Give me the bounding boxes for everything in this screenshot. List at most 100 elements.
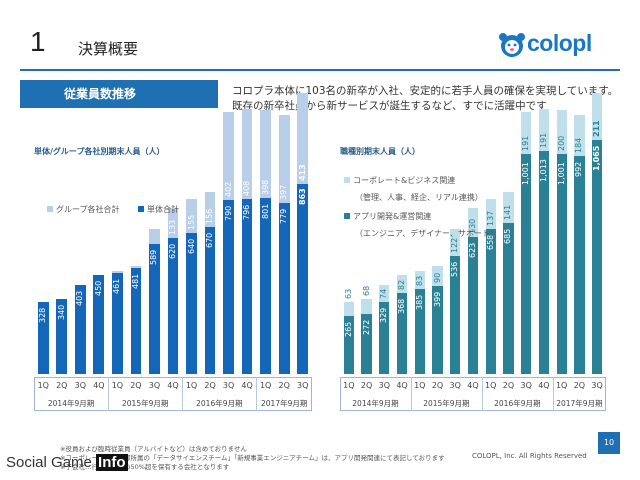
data-label: 790 — [223, 205, 233, 222]
fiscal-year-label: 2015年9月期 — [122, 399, 169, 408]
quarter-label: 3Q — [222, 381, 235, 390]
period-separator — [552, 377, 554, 411]
data-label: 408 — [242, 180, 252, 196]
quarter-label: 1Q — [414, 381, 426, 390]
bar-コーポレート&ビジネス関連 — [538, 109, 550, 152]
bar-グループ各社合計 — [260, 110, 272, 198]
quarter-label: 3Q — [591, 381, 603, 390]
bar-単体合計 — [74, 285, 86, 374]
quarter-label: 4Q — [538, 381, 550, 390]
data-label: 992 — [574, 161, 584, 177]
legend-swatch-single — [138, 206, 144, 212]
data-label: 137 — [485, 210, 495, 227]
data-label: 1,001 — [556, 161, 566, 185]
bar-コーポレート&ビジネス関連 — [467, 208, 479, 237]
bar-グループ各社合計 — [167, 208, 179, 238]
quarter-label: 1Q — [259, 381, 272, 390]
data-label: 155 — [186, 214, 196, 231]
legend-swatch-corporate — [344, 177, 350, 183]
bar-グループ各社合計 — [223, 111, 234, 201]
data-label: 191 — [538, 132, 548, 149]
quarter-label: 3Q — [378, 381, 390, 390]
footnote-1: ※役員および臨時従業員（アルバイトなど）は含めておりません — [60, 445, 247, 453]
footnote-3: ※子会社…行済株式数の50%超を保有する会社となります — [60, 463, 230, 471]
quarter-label: 1Q — [185, 381, 198, 390]
bar-アプリ開発&運営関連 — [343, 315, 354, 374]
data-label: 368 — [397, 298, 407, 315]
bar-アプリ開発&運営関連 — [396, 293, 408, 374]
data-label: 329 — [379, 307, 389, 323]
quarter-label: 1Q — [37, 381, 49, 390]
quarter-label: 2Q — [573, 381, 586, 390]
bar-単体合計 — [278, 202, 290, 374]
legend-label-group: グループ各社合計 — [56, 205, 120, 214]
data-label: 402 — [223, 181, 233, 198]
quarter-label: 1Q — [555, 381, 568, 390]
data-label: 133 — [168, 219, 177, 235]
bar-グループ各社合計 — [297, 93, 309, 185]
data-label: 1,013 — [538, 159, 548, 183]
legend-sub-app: （エンジニア、デザイナー、サポート） — [355, 229, 498, 238]
data-label: 796 — [242, 204, 252, 220]
section-number: 1 — [30, 26, 46, 57]
bar-コーポレート&ビジネス関連 — [414, 271, 425, 290]
logo-bear-icon — [499, 33, 525, 57]
bar-アプリ開発&運営関連 — [521, 153, 532, 374]
bar-グループ各社合計 — [186, 199, 197, 234]
footnote-2: ※コーポレート経営本部所属の「データサイエンスチーム」「新規事業エンジニアチーム… — [60, 454, 445, 462]
bar-単体合計 — [297, 184, 309, 374]
data-label: 670 — [205, 232, 215, 248]
data-label: 122 — [450, 237, 460, 254]
bar-コーポレート&ビジネス関連 — [343, 301, 354, 316]
bar-単体合計 — [149, 244, 160, 374]
bar-コーポレート&ビジネス関連 — [450, 229, 461, 257]
bar-単体合計 — [241, 198, 253, 374]
data-label: 82 — [397, 279, 407, 291]
quarter-label: 2Q — [360, 381, 373, 390]
data-label: 68 — [361, 286, 371, 297]
bar-コーポレート&ビジネス関連 — [521, 111, 532, 154]
legend-label-app: アプリ開発&運営関連 — [353, 212, 432, 221]
data-label: 403 — [75, 291, 85, 307]
bar-グループ各社合計 — [112, 271, 123, 273]
bar-単体合計 — [223, 200, 234, 374]
data-label: 211 — [592, 119, 602, 137]
page-number: 10 — [598, 432, 620, 454]
bar-コーポレート&ビジネス関連 — [379, 285, 390, 302]
fiscal-year-label: 2017年9月期 — [556, 399, 603, 408]
bar-コーポレート&ビジネス関連 — [591, 93, 603, 140]
bar-アプリ開発&運営関連 — [467, 236, 479, 374]
data-label: 450 — [93, 280, 103, 296]
data-label: 863 — [297, 188, 307, 206]
data-label: 385 — [414, 295, 424, 311]
data-label: 156 — [205, 208, 215, 224]
bar-アプリ開発&運営関連 — [556, 153, 567, 374]
bar-アプリ開発&運営関連 — [485, 229, 496, 374]
copyright: COLOPL, Inc. All Rights Reserved — [472, 452, 587, 460]
bar-アプリ開発&運営関連 — [450, 256, 461, 374]
quarter-axis — [34, 377, 312, 411]
data-label: 640 — [186, 238, 196, 255]
page-title: 決算概要 — [78, 40, 139, 58]
quarter-label: 2Q — [56, 381, 68, 390]
quarter-label: 2Q — [431, 381, 444, 390]
bar-単体合計 — [204, 226, 216, 374]
bar-単体合計 — [167, 237, 179, 374]
bar-アプリ開発&運営関連 — [574, 155, 585, 374]
colopl-logo: colopl — [497, 30, 622, 64]
bar-コーポレート&ビジネス関連 — [485, 199, 496, 230]
quarter-label: 3Q — [74, 381, 87, 390]
bar-グループ各社合計 — [278, 115, 290, 203]
section-banner: 従業員数推移 — [20, 80, 218, 108]
data-label: 1,065 — [592, 145, 602, 171]
data-label: 481 — [130, 273, 140, 290]
quarter-label: 4Q — [467, 381, 479, 390]
bar-コーポレート&ビジネス関連 — [396, 275, 408, 294]
data-label: 461 — [112, 278, 122, 294]
fiscal-year-label: 2014年9月期 — [47, 399, 95, 408]
bar-コーポレート&ビジネス関連 — [432, 266, 443, 287]
fiscal-year-label: 2014年9月期 — [352, 399, 399, 408]
data-label: 265 — [343, 321, 353, 337]
quarter-label: 4Q — [396, 381, 408, 390]
quarter-label: 1Q — [111, 381, 124, 390]
